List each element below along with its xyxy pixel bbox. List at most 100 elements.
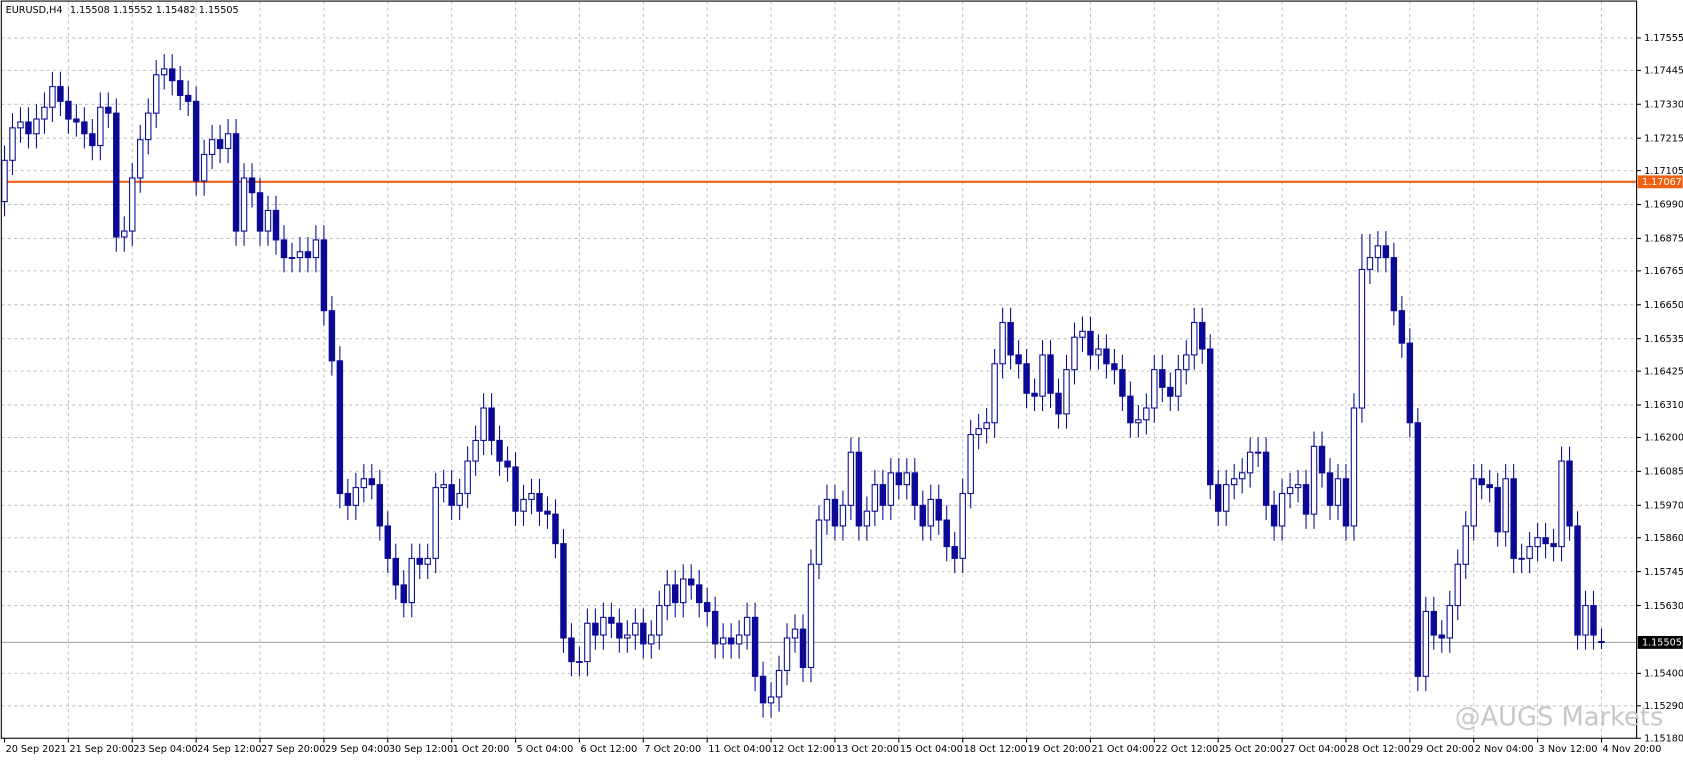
- candle-body: [304, 251, 312, 259]
- y-tick-label: 1.17555: [1644, 33, 1683, 44]
- candle-body: [41, 106, 48, 120]
- candle-body: [991, 363, 998, 424]
- candle-body: [392, 557, 399, 586]
- y-tick-label: 1.15290: [1644, 701, 1683, 712]
- x-tick-label: 5 Oct 04:00: [517, 744, 574, 755]
- candle-body: [1558, 460, 1565, 548]
- candle-body: [1366, 257, 1374, 270]
- candle-body: [1302, 484, 1310, 515]
- candle-body: [751, 616, 759, 677]
- candle-body: [1175, 369, 1182, 397]
- candle-body: [1406, 342, 1414, 424]
- candle-body: [240, 177, 248, 232]
- candle-body: [1007, 321, 1014, 356]
- candle-body: [839, 504, 847, 527]
- candle-body: [719, 637, 727, 645]
- candle-body: [1262, 451, 1270, 506]
- candle-body: [1582, 605, 1589, 636]
- x-tick-label: 24 Sep 12:00: [197, 744, 261, 755]
- candle-body: [959, 492, 966, 559]
- candle-body: [1414, 422, 1422, 677]
- candle-body: [608, 616, 615, 624]
- candle-body: [560, 543, 567, 639]
- candle-body: [967, 433, 974, 495]
- candle-body: [887, 472, 895, 506]
- candle-body: [232, 133, 240, 232]
- candle-body: [823, 498, 831, 521]
- candle-body: [200, 153, 208, 182]
- x-tick-label: 7 Oct 20:00: [644, 744, 701, 755]
- candle-body: [1278, 492, 1286, 527]
- candle-body: [328, 310, 336, 362]
- candle-body: [129, 177, 136, 232]
- candle-body: [344, 492, 352, 506]
- candle-body: [384, 525, 392, 559]
- candle-body: [1294, 484, 1302, 489]
- candle-body: [592, 622, 599, 636]
- candle-body: [983, 422, 990, 430]
- y-tick-label: 1.16535: [1644, 334, 1683, 345]
- x-tick-label: 13 Oct 20:00: [836, 744, 899, 755]
- candle-body: [911, 472, 919, 506]
- candle-body: [1071, 336, 1078, 371]
- candle-body: [648, 634, 655, 645]
- candle-body: [1398, 310, 1406, 344]
- candle-body: [432, 487, 439, 559]
- candle-body: [408, 557, 415, 604]
- candle-body: [1430, 610, 1438, 636]
- candle-body: [472, 439, 479, 462]
- y-tick-label: 1.17105: [1644, 166, 1683, 177]
- candle-body: [1023, 363, 1030, 394]
- candle-body: [1502, 478, 1509, 533]
- candle-body: [1454, 563, 1461, 607]
- candle-body: [1510, 478, 1517, 559]
- x-tick-label: 29 Sep 04:00: [325, 744, 389, 755]
- candle-body: [320, 239, 328, 312]
- candle-body: [448, 484, 455, 506]
- candle-body: [775, 669, 783, 698]
- candle-body: [1478, 478, 1485, 486]
- candle-body: [624, 634, 631, 639]
- candle-body: [1534, 537, 1541, 548]
- candle-body: [1518, 557, 1525, 560]
- candle-body: [1095, 348, 1102, 356]
- candle-body: [1574, 525, 1581, 636]
- last-low: 1.15482: [156, 5, 196, 16]
- candle-body: [65, 100, 72, 120]
- y-tick-label: 1.16310: [1644, 400, 1683, 411]
- candle-body: [759, 675, 767, 704]
- candle-body: [160, 68, 168, 76]
- y-tick-label: 1.16650: [1644, 300, 1683, 311]
- candle-body: [153, 74, 160, 114]
- y-tick-label: 1.15400: [1644, 669, 1683, 680]
- x-tick-label: 18 Oct 12:00: [964, 744, 1027, 755]
- x-tick-label: 12 Oct 12:00: [772, 744, 835, 755]
- candle-body: [1566, 460, 1573, 527]
- watermark: @AUGS Markets: [1455, 702, 1664, 732]
- candle-body: [312, 239, 320, 259]
- y-tick-label: 1.15630: [1644, 601, 1683, 612]
- y-tick-label: 1.17330: [1644, 99, 1683, 110]
- candle-body: [528, 492, 535, 500]
- candle-body: [895, 472, 903, 486]
- candle-body: [1270, 504, 1278, 527]
- candle-body: [1374, 245, 1382, 259]
- candle-body: [376, 484, 384, 527]
- candle-body: [1119, 369, 1126, 397]
- candle-body: [1159, 369, 1166, 388]
- x-tick-label: 23 Sep 04:00: [133, 744, 197, 755]
- x-tick-label: 1 Oct 20:00: [453, 744, 510, 755]
- candle-body: [480, 407, 487, 441]
- candle-body: [568, 637, 575, 663]
- candle-body: [145, 112, 152, 141]
- candle-body: [879, 484, 887, 506]
- candle-body: [632, 622, 639, 636]
- candle-body: [664, 584, 671, 607]
- candle-body: [280, 239, 288, 259]
- candle-body: [248, 177, 256, 194]
- x-tick-label: 6 Oct 12:00: [580, 744, 637, 755]
- price-label: 1.15505: [1642, 638, 1682, 649]
- candle-body: [368, 478, 376, 486]
